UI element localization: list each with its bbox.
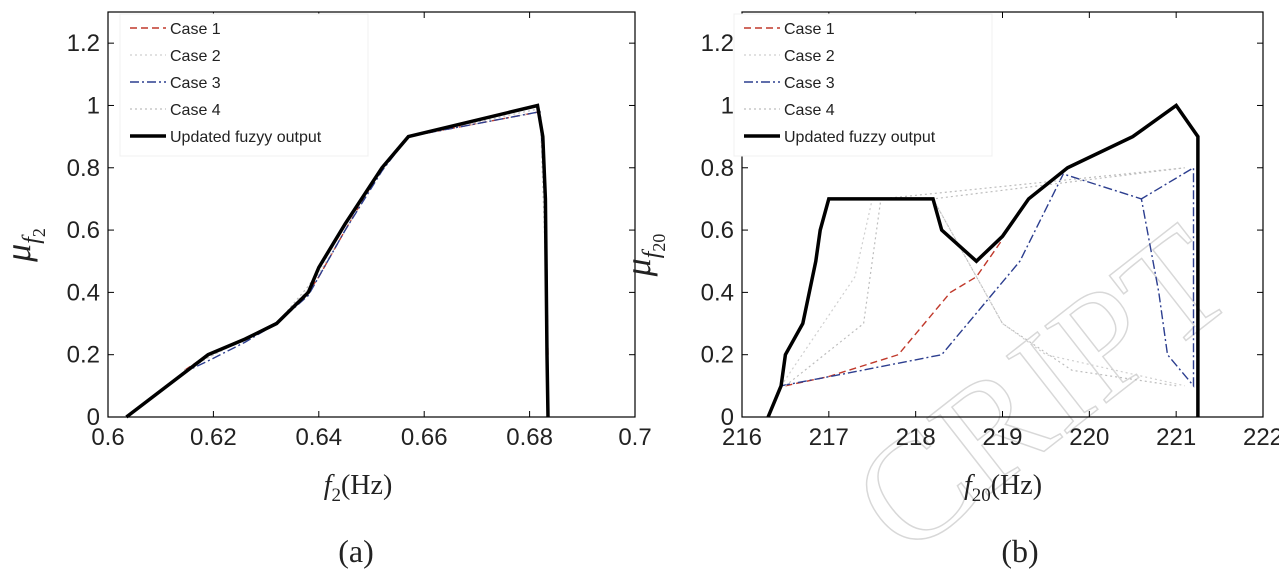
x-tick-label: 216: [722, 424, 762, 451]
x-tick-label: 222: [1243, 424, 1279, 451]
legend-label: Case 4: [170, 102, 221, 119]
x-tick-label: 0.66: [401, 424, 448, 451]
legend-box: [733, 13, 993, 157]
panel-a: 0.6 0.62 0.64 0.66 0.68 0.7 0 0.2 0.4 0.6 0.8 1 1.2 C…: [0, 11, 652, 569]
panel-label: (b): [1001, 533, 1038, 569]
x-axis-label: f2(Hz): [324, 470, 393, 506]
series-line-updated-fuzyy-output: [125, 103, 550, 419]
y-tick-label: 0.6: [701, 217, 734, 244]
legend-box: [119, 13, 369, 157]
x-tick-label: 218: [896, 424, 936, 451]
panel-b: 216 217 218 219 220 221 22200.20.40.60.811.2Ca…: [618, 11, 1279, 569]
legend-label: Case 3: [784, 75, 835, 92]
y-tick-label: 1.2: [67, 30, 100, 57]
y-tick-label: 0.8: [701, 155, 734, 182]
y-tick-label: 0.2: [701, 342, 734, 369]
x-tick-label: 220: [1069, 424, 1109, 451]
plot-frame: [107, 11, 636, 418]
y-tick-label: 0: [721, 404, 734, 431]
legend-label: Updated fuzyy output: [170, 129, 322, 146]
x-tick-label: 217: [809, 424, 849, 451]
x-tick-label: 0.68: [506, 424, 553, 451]
y-tick-label: 0.8: [67, 155, 100, 182]
series-line-case-3: [780, 166, 1195, 388]
y-tick-label: 0.6: [67, 217, 100, 244]
x-tick-label: 0.7: [618, 424, 651, 451]
x-tick-label: 0.6: [91, 424, 124, 451]
series-line-updated-fuzzy-output: [766, 103, 1200, 418]
y-tick-label: 1: [721, 92, 734, 119]
watermark: CRIPT: [823, 193, 1260, 578]
x-tick-label: 221: [1156, 424, 1196, 451]
y-axis-label: μf2: [0, 228, 49, 263]
y-tick-label: 0.2: [67, 342, 100, 369]
legend-label: Case 4: [784, 102, 835, 119]
x-tick-label: 219: [982, 424, 1022, 451]
legend: Case 1 Case 2 Case 3 Case 4 Updated fuzyy ou…: [119, 13, 369, 157]
legend-label: Case 1: [784, 21, 835, 38]
legend-label: Updated fuzzy output: [784, 129, 936, 146]
y-tick-label: 0: [87, 404, 100, 431]
x-axis-label: f20(Hz): [964, 470, 1042, 506]
y-tick-label: 0.4: [701, 279, 734, 306]
legend-label: Case 1: [170, 21, 221, 38]
series-line-case-3: [181, 110, 549, 386]
y-tick-label: 1: [87, 92, 100, 119]
y-tick-label: 0.4: [67, 279, 100, 306]
legend: Case 1 Case 2 Case 3 Case 4 Updated fuzzy ou…: [733, 13, 993, 157]
legend-label: Case 3: [170, 75, 221, 92]
x-tick-label: 0.64: [295, 424, 342, 451]
x-tick-label: 0.62: [190, 424, 237, 451]
series-line-case-4: [785, 167, 1185, 387]
legend-label: Case 2: [170, 48, 221, 65]
panel-label: (a): [338, 533, 374, 569]
legend-label: Case 2: [784, 48, 835, 65]
y-axis-label: μf20: [618, 234, 669, 278]
y-tick-label: 1.2: [701, 30, 734, 57]
